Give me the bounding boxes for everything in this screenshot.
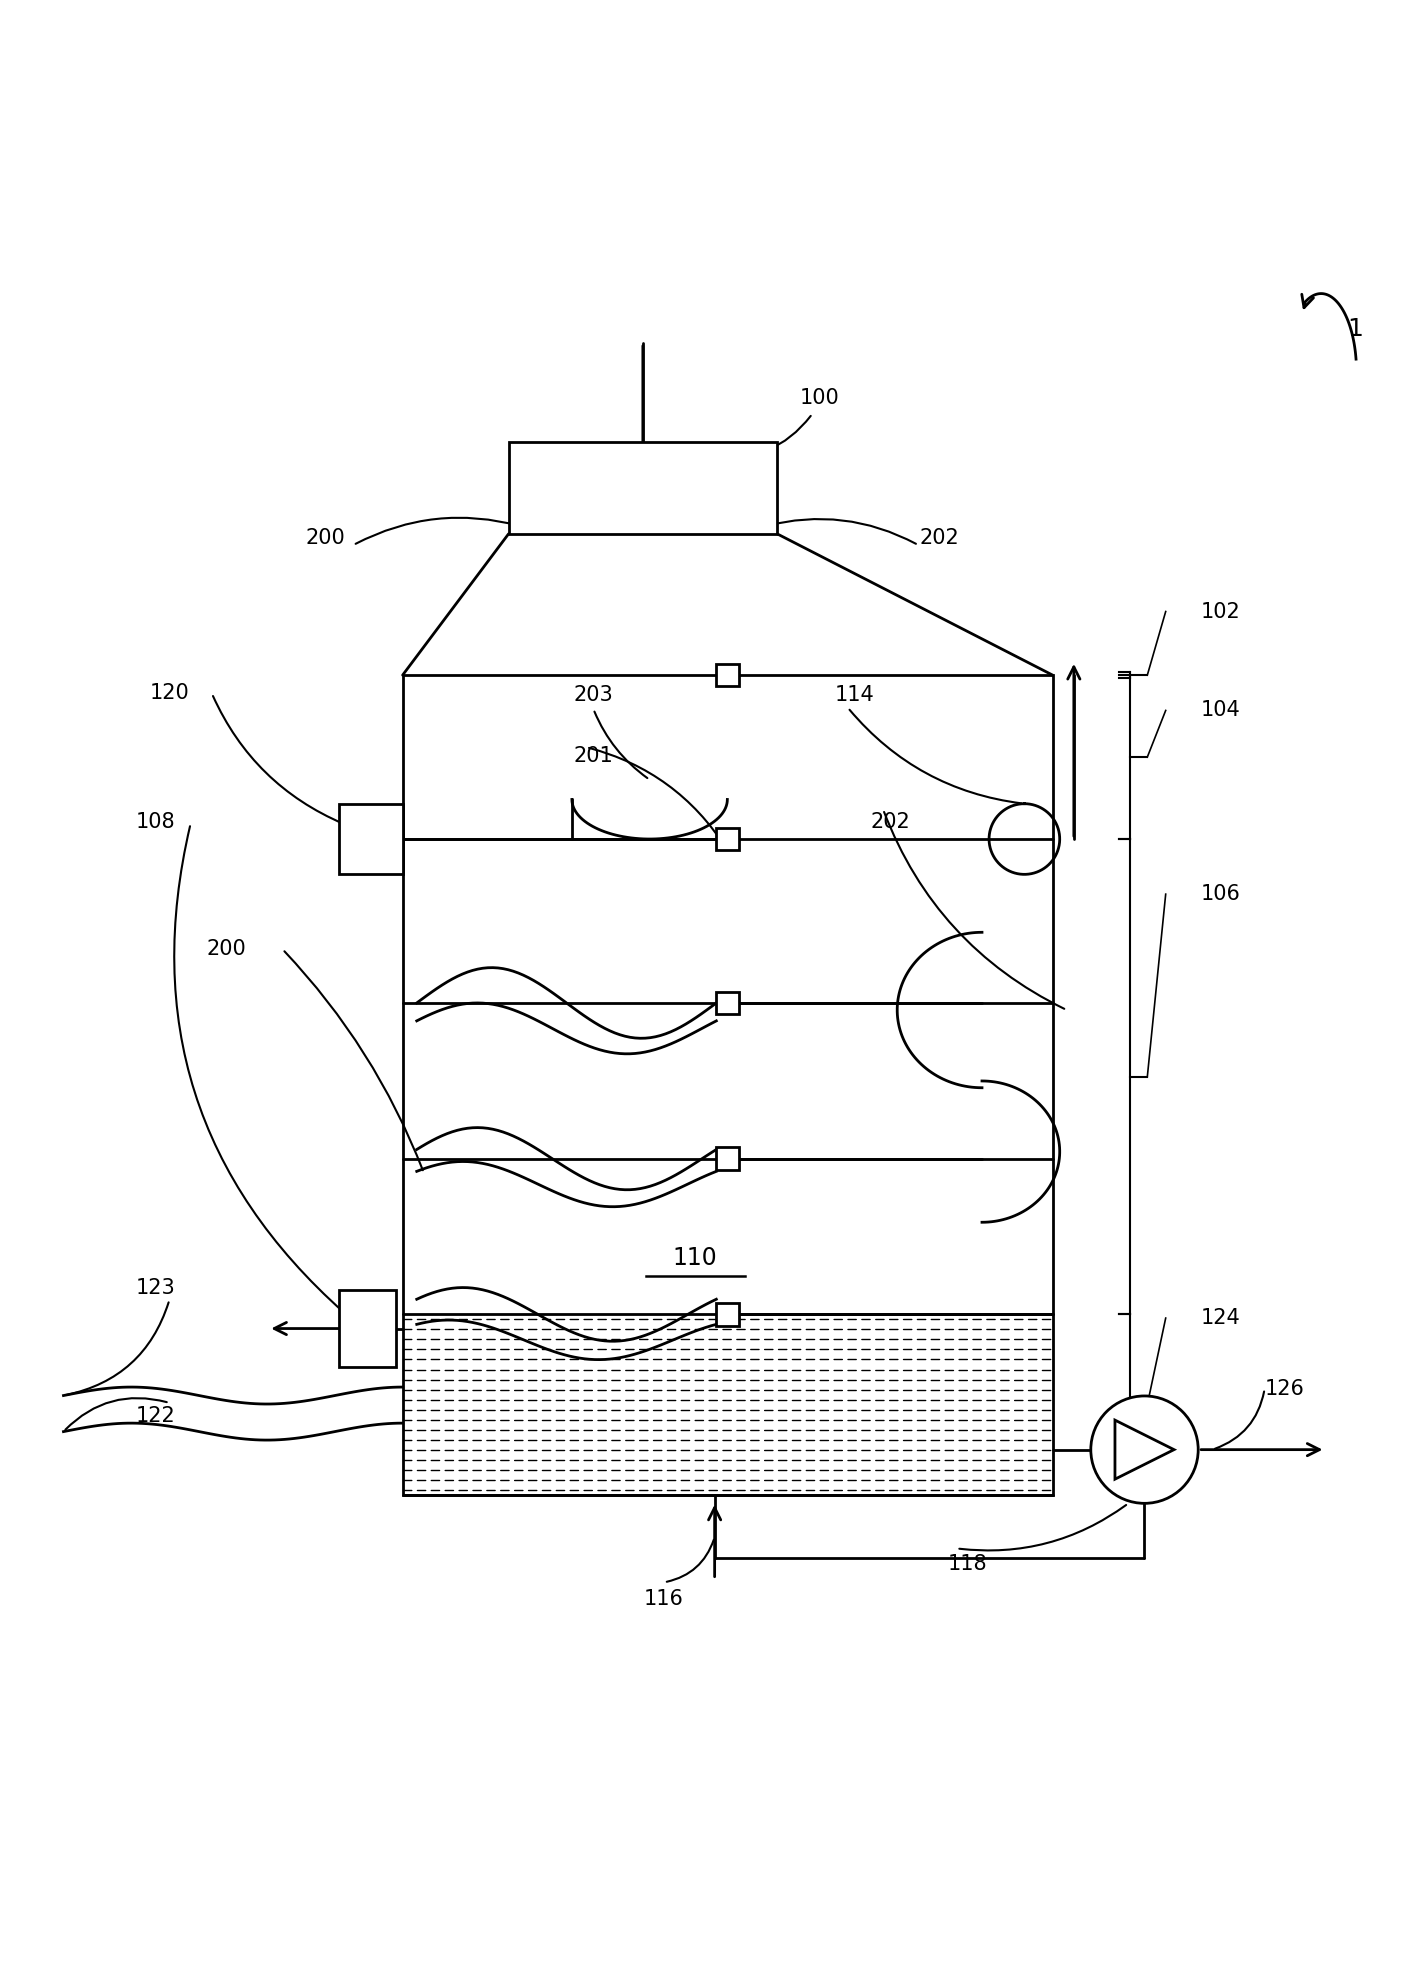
Text: 118: 118 xyxy=(948,1554,987,1574)
Text: 122: 122 xyxy=(136,1406,176,1426)
Bar xyxy=(716,828,739,850)
Bar xyxy=(716,665,739,686)
Text: 106: 106 xyxy=(1202,883,1241,903)
Bar xyxy=(716,1303,739,1325)
Text: 100: 100 xyxy=(799,388,839,408)
Text: 102: 102 xyxy=(1202,601,1240,621)
Circle shape xyxy=(1090,1396,1199,1503)
Text: 200: 200 xyxy=(205,939,245,958)
Text: 124: 124 xyxy=(1202,1307,1240,1327)
Bar xyxy=(716,1148,739,1169)
Bar xyxy=(340,1290,395,1367)
Bar xyxy=(508,442,778,534)
Text: 114: 114 xyxy=(835,684,875,704)
Text: 202: 202 xyxy=(870,812,910,832)
Bar xyxy=(340,805,402,874)
Text: 120: 120 xyxy=(150,684,190,704)
Text: 202: 202 xyxy=(920,528,959,548)
Text: 123: 123 xyxy=(136,1278,176,1298)
Text: 126: 126 xyxy=(1264,1378,1304,1398)
Text: 203: 203 xyxy=(574,684,614,704)
Text: 116: 116 xyxy=(644,1589,684,1609)
Bar xyxy=(716,992,739,1014)
Text: 201: 201 xyxy=(574,745,614,765)
Bar xyxy=(402,674,1053,1495)
Text: 110: 110 xyxy=(672,1246,718,1270)
Polygon shape xyxy=(1114,1420,1174,1479)
Text: 104: 104 xyxy=(1202,700,1240,720)
Text: 108: 108 xyxy=(136,812,176,832)
Text: 1: 1 xyxy=(1347,317,1363,341)
Text: 200: 200 xyxy=(305,528,345,548)
